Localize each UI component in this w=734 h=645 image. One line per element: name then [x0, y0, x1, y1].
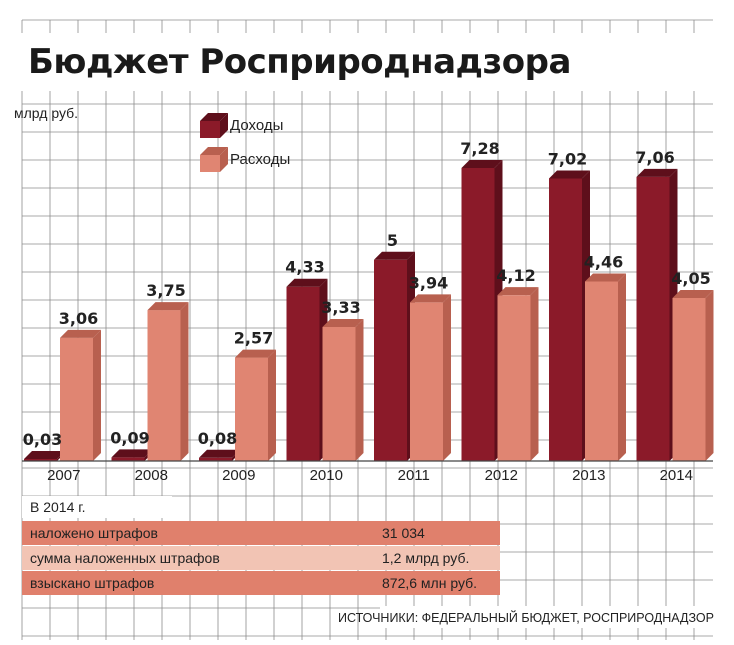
notes-row-value: 872,6 млн руб. [382, 575, 477, 591]
bars: 0,03 3,06 0,09 3,75 0,08 2,57 4,33 3,33 5 3,94 7,2… [23, 139, 714, 461]
bar-income [549, 170, 590, 461]
data-label-expense: 2,57 [234, 329, 273, 348]
data-label-expense: 3,94 [409, 273, 448, 292]
chart-title: Бюджет Росприроднадзора [28, 42, 571, 82]
bar-expense [147, 302, 189, 461]
legend-swatch-income [200, 113, 228, 138]
x-tick-label: 2009 [222, 467, 255, 484]
legend-swatch-expense [200, 147, 228, 172]
x-tick-label: 2007 [47, 467, 80, 484]
data-label-expense: 3,75 [146, 281, 185, 300]
notes-row-bg [22, 571, 500, 595]
x-tick-label: 2010 [310, 467, 343, 484]
x-tick-label: 2011 [398, 467, 430, 484]
legend-label-expense: Расходы [230, 151, 290, 168]
notes-row-bg [22, 546, 500, 570]
bar-expense [410, 294, 451, 461]
legend: Доходы Расходы [200, 113, 290, 172]
data-label-expense: 4,12 [496, 266, 535, 285]
data-label-income: 7,28 [460, 139, 499, 158]
data-label-income: 0,08 [198, 429, 237, 448]
data-label-expense: 3,06 [59, 309, 98, 328]
data-label-expense: 4,46 [584, 252, 623, 271]
data-label-income: 0,03 [23, 430, 62, 449]
data-label-income: 7,06 [635, 148, 674, 167]
bar-expense [235, 349, 276, 461]
notes-row-value: 31 034 [382, 525, 425, 541]
x-tick-labels: 2007 2008 2009 2010 2011 2012 2013 2014 [47, 467, 693, 484]
title-band [14, 33, 714, 91]
legend-expense-swatch-shape [200, 147, 228, 172]
bar-expense [60, 329, 101, 461]
notes-table: В 2014 г. наложено штрафов 31 034 сумма … [22, 496, 500, 595]
source-note: ИСТОЧНИКИ: ФЕДЕРАЛЬНЫЙ БЮДЖЕТ, РОСПРИРОД… [338, 610, 714, 625]
bar-income [461, 160, 503, 461]
data-label-income: 7,02 [548, 149, 587, 168]
x-tick-label: 2012 [485, 467, 518, 484]
source-bg [380, 606, 720, 628]
notes-row-bg [22, 521, 500, 545]
notes-row-label: взыскано штрафов [30, 575, 154, 591]
data-label-income: 0,09 [110, 428, 149, 447]
bar-expense [672, 289, 714, 461]
unit-label: млрд руб. [14, 105, 78, 121]
bar-expense [497, 287, 539, 461]
data-label-income: 5 [387, 231, 398, 250]
bar-expense [585, 273, 626, 461]
notes-row-label: наложено штрафов [30, 525, 158, 541]
notes-heading-bg [22, 496, 172, 518]
notes-heading: В 2014 г. [30, 499, 86, 515]
data-label-income: 4,33 [285, 258, 324, 277]
legend-label-income: Доходы [230, 117, 283, 134]
bar-expense [322, 318, 364, 461]
x-tick-label: 2014 [660, 467, 693, 484]
data-label-expense: 4,05 [671, 269, 710, 288]
x-tick-label: 2008 [135, 467, 168, 484]
notes-row-value: 1,2 млрд руб. [382, 550, 469, 566]
bar-income [636, 168, 678, 461]
notes-row-label: сумма наложенных штрафов [30, 550, 220, 566]
legend-income-swatch-shape [200, 113, 228, 138]
x-tick-label: 2013 [572, 467, 605, 484]
data-label-expense: 3,33 [321, 298, 360, 317]
